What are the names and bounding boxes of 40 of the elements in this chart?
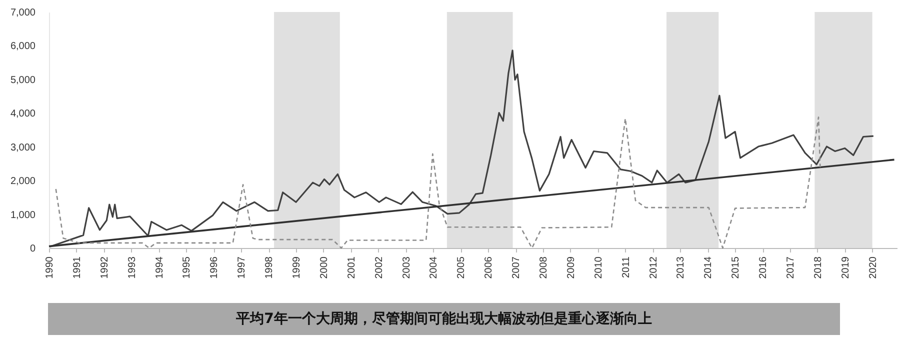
x-tick-label: 1995: [182, 256, 193, 279]
y-tick-label: 0: [30, 244, 36, 254]
x-tick-label: 1990: [44, 256, 56, 279]
text: 平均7年一个大周期，尽管期间可能出现大幅波动但是重心逐渐向上: [48, 303, 840, 335]
x-tick-label: 2016: [758, 256, 770, 279]
x-tick-label: 1999: [291, 256, 302, 279]
x-tick-label: 1992: [99, 256, 110, 279]
x-tick-label: 2002: [374, 256, 385, 279]
x-tick-label: 2010: [593, 256, 604, 279]
x-tick-label: 2017: [785, 256, 796, 279]
x-tick-label: 2013: [676, 256, 687, 279]
x-tick-label: 2020: [868, 256, 879, 279]
x-tick-label: 1993: [126, 256, 138, 279]
x-tick-label: 1997: [236, 256, 248, 279]
y-tick-label: 2,000: [10, 176, 36, 188]
x-tick-label: 2012: [648, 256, 660, 279]
x-tick-label: 2000: [318, 256, 330, 279]
x-tick-label: 2006: [484, 256, 495, 279]
y-tick-label: 3,000: [10, 142, 36, 154]
x-tick-label: 2015: [730, 256, 742, 279]
y-tick-label: 5,000: [10, 74, 36, 86]
x-tick-label: 2005: [456, 256, 468, 279]
x-tick-label: 2009: [566, 256, 577, 279]
y-tick-label: 4,000: [10, 108, 36, 120]
x-tick-label: 2018: [812, 256, 824, 279]
x-tick-label: 2003: [401, 256, 412, 279]
y-tick-label: 7,000: [10, 8, 36, 18]
x-tick-label: 2008: [538, 256, 550, 279]
x-tick-label: 1991: [72, 256, 83, 279]
x-tick-label: 2007: [511, 256, 522, 279]
x-tick-label: 2011: [620, 256, 632, 278]
y-tick-label: 1,000: [10, 210, 36, 221]
x-tick-label: 2001: [346, 256, 358, 279]
x-tick-label: 1994: [154, 256, 166, 279]
x-tick-label: 2019: [840, 256, 852, 279]
x-tick-label: 1998: [264, 256, 276, 279]
x-tick-label: 2004: [428, 256, 440, 279]
y-tick-label: 6,000: [10, 41, 36, 52]
x-tick-label: 2014: [703, 256, 714, 279]
x-tick-label: 1996: [209, 256, 220, 279]
